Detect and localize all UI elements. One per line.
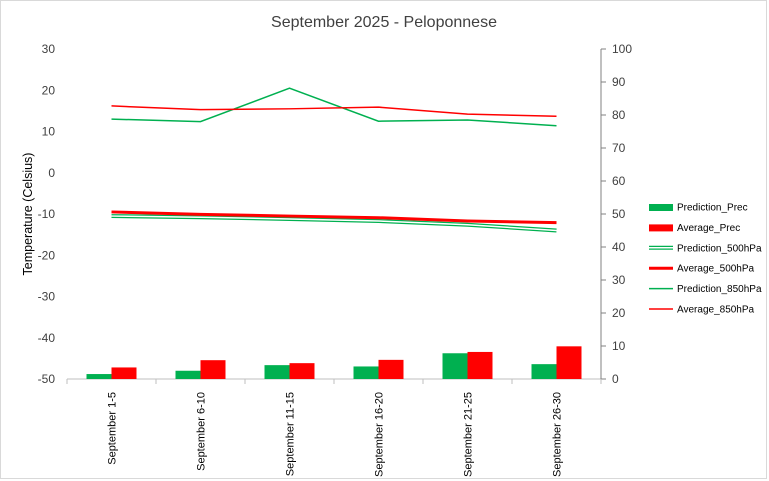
y-right-tick-label: 100 [612,42,632,56]
y-right-tick-label: 30 [612,273,626,287]
x-tick-label: September 16-20 [374,392,386,477]
bar-Average_Prec [556,346,582,379]
bar-Average_Prec [200,360,226,379]
legend-label-Average_Prec: Average_Prec [677,223,740,234]
lines [111,87,557,233]
line-Prediction_500hPa-inner [111,215,557,232]
legend: Prediction_Prec Average_Prec Prediction_50… [649,203,762,316]
bar-Prediction_Prec [86,374,112,379]
line-Average_850hPa [111,105,557,117]
bar-Prediction_Prec [442,353,468,379]
bar-Prediction_Prec [175,370,201,379]
x-tick-label: September 11-15 [285,392,297,476]
y-left-tick-label: -10 [38,207,56,221]
y-right-tick-label: 60 [612,174,626,188]
legend-label-Prediction_Prec: Prediction_Prec [677,203,748,214]
y-left-tick-label: 10 [42,125,56,139]
legend-label-Prediction_850hPa: Prediction_850hPa [677,284,762,295]
y-left-tick-label: 0 [48,166,55,180]
x-tick-label: September 6-10 [196,392,208,471]
legend-swatch-Prediction_Prec [649,204,673,211]
legend-label-Average_500hPa: Average_500hPa [677,264,755,275]
chart-title: September 2025 - Peloponnese [271,14,497,31]
y-left-tick-label: -40 [38,331,56,345]
legend-label-Average_850hPa: Average_850hPa [677,305,755,316]
x-axis-tick-labels: September 1-5 September 6-10 September 11-… [107,392,564,477]
line-Prediction_850hPa [111,87,557,127]
legend-swatch-Average_Prec [649,224,673,232]
y-right-tick-label: 10 [612,339,626,353]
x-tick-label: September 26-30 [552,392,564,477]
y-left-tick-label: -30 [38,290,56,304]
bar-Prediction_Prec [264,365,290,379]
bar-Prediction_Prec [353,366,379,379]
y-right-tick-label: 40 [612,240,626,254]
bars [86,346,582,379]
y-axis-label: Temperature (Celsius) [21,153,35,276]
bar-Average_Prec [289,363,315,379]
y-right-tick-label: 20 [612,306,626,320]
y-right-tick-label: 0 [612,372,619,386]
y-left-tick-label: -50 [38,372,56,386]
line-Average_500hPa [111,210,557,225]
y-left-tick-label: 30 [42,42,56,56]
bar-Average_Prec [111,367,137,379]
y-right-tick-label: 70 [612,141,626,155]
bar-Prediction_Prec [531,364,557,379]
y-right-tick-label: 90 [612,75,626,89]
y-right-tick-label: 80 [612,108,626,122]
legend-label-Prediction_500hPa: Prediction_500hPa [677,243,762,254]
y-left-tick-label: -20 [38,248,56,262]
y-left-tick-label: 20 [42,83,56,97]
x-tick-label: September 1-5 [107,392,119,465]
x-tick-label: September 21-25 [463,392,475,477]
y-right-tick-label: 50 [612,207,626,221]
bar-Average_Prec [467,351,493,379]
bar-Average_Prec [378,359,404,379]
axes: 10090807060504030201003020100-10-20-30-4… [38,42,633,386]
